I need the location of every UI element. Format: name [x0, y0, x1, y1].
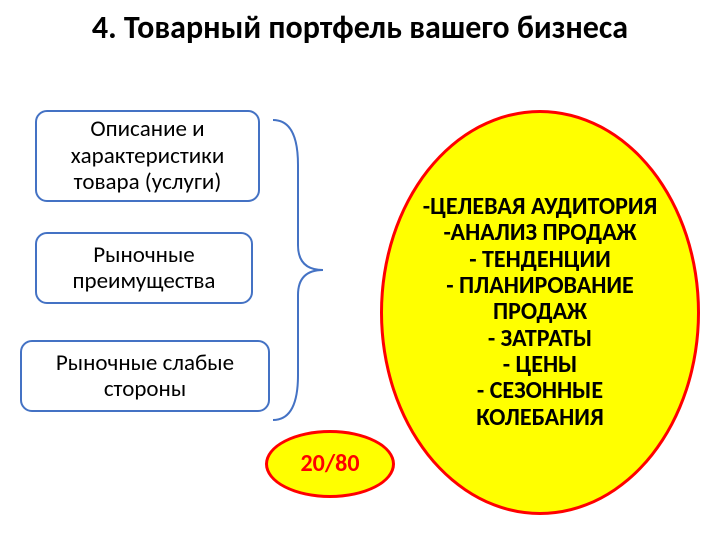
slide-title: 4. Товарный портфель вашего бизнеса — [0, 0, 720, 47]
left-box-description: Описание и характеристики товара (услуги… — [35, 110, 260, 202]
small-oval-text: 20/80 — [301, 451, 360, 477]
big-oval: -ЦЕЛЕВАЯ АУДИТОРИЯ -АНАЛИЗ ПРОДАЖ - ТЕНД… — [380, 110, 700, 515]
big-oval-text: -ЦЕЛЕВАЯ АУДИТОРИЯ -АНАЛИЗ ПРОДАЖ - ТЕНД… — [413, 194, 667, 432]
curly-bracket — [268, 115, 328, 425]
left-box-text: Описание и характеристики товара (услуги… — [45, 116, 250, 195]
left-box-advantages: Рыночные преимущества — [35, 232, 253, 304]
left-box-text: Рыночные слабые стороны — [30, 350, 260, 403]
left-box-weaknesses: Рыночные слабые стороны — [20, 340, 270, 412]
small-oval: 20/80 — [265, 430, 395, 498]
left-box-text: Рыночные преимущества — [45, 242, 243, 295]
